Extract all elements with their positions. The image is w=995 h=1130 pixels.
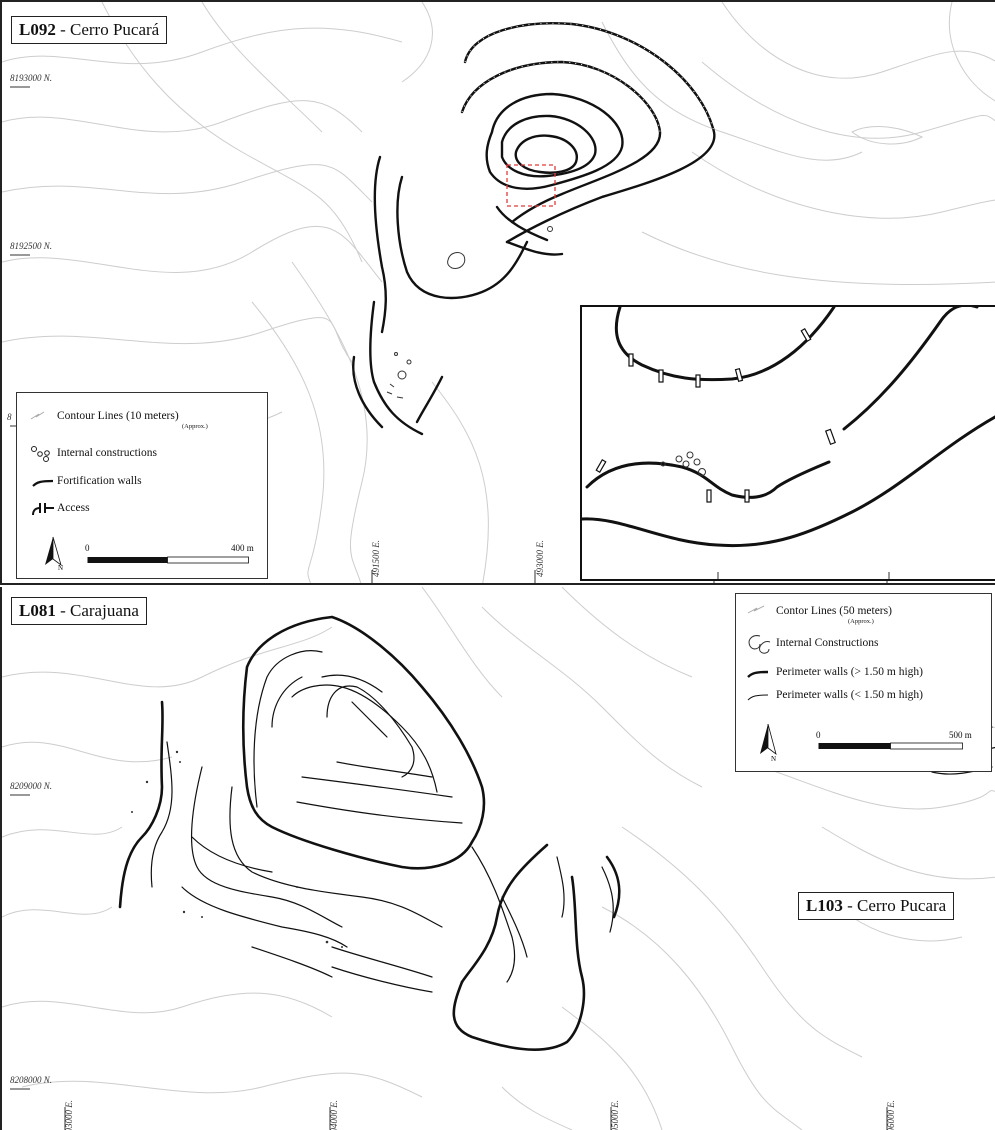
scale-end-label: 400 m [231,543,254,553]
perimeter-walls-low [150,650,614,993]
northing-label: 8193000 N. [10,73,53,83]
internal-constructions [386,226,553,399]
north-arrow-icon: N [760,723,777,762]
svg-text:N: N [771,755,776,762]
easting-label: 491500 E. [371,540,381,577]
easting-label: 493000 E. [64,1100,74,1130]
legend-label: Contor Lines (50 meters) [776,605,892,617]
easting-label: 495000 E. [610,1100,620,1130]
legend-row-walls: Fortification walls [17,470,142,492]
legend-label: Fortification walls [57,475,142,487]
easting-label: 496000 E. [886,1100,896,1130]
map-panel-carajuana: L081 - Carajuana L103 - Cerro Pucara 820… [0,587,995,1130]
scale-end-label: 500 m [949,730,972,740]
legend-row-contours: Contor Lines (50 meters) [736,600,892,622]
scale-bar [87,556,249,564]
constructions-symbol-icon [31,446,50,462]
map-legend: Contor Lines (50 meters) (Approx.) Inter… [735,593,992,772]
perimeter-walls-high [118,615,621,1051]
high-wall-symbol-icon [747,670,769,678]
legend-note: (Approx.) [848,618,874,625]
site-name: - Cerro Pucará [55,20,160,39]
inset-detail-drawing [580,303,995,579]
map-legend: Contour Lines (10 meters) (Approx.) Inte… [16,392,268,579]
legend-row-high-walls: Perimeter walls (> 1.50 m high) [736,661,923,683]
legend-label: Perimeter walls (< 1.50 m high) [776,689,924,701]
site-title-l092: L092 - Cerro Pucará [11,16,168,44]
wall-symbol-icon [32,479,54,487]
northing-label: 8 [7,412,12,422]
site-name: - Carajuana [55,601,139,620]
site-code: L103 [806,896,843,915]
wall-texture [461,22,715,133]
scale-start-label: 0 [85,543,90,553]
fortification-walls [352,22,716,436]
svg-text:N: N [58,564,63,571]
map-panel-cerro-pucara: L092 - Cerro Pucará 8193000 N. 8192500 N… [0,0,995,585]
legend-row-constructions: Internal constructions [17,442,157,464]
contour-symbol-icon [747,605,765,614]
site-title-l103: L103 - Cerro Pucara [798,892,955,920]
legend-label: Internal constructions [57,447,157,459]
northing-label: 8192500 N. [10,241,53,251]
site-code: L081 [19,601,56,620]
legend-label: Access [57,502,90,514]
site-name: - Cerro Pucara [842,896,947,915]
inset-detail-map [580,303,995,581]
constructions-symbol-icon [748,635,771,654]
low-wall-symbol-icon [747,694,769,701]
contour-symbol-icon [30,411,45,420]
scale-start-label: 0 [816,730,821,740]
legend-label: Contour Lines (10 meters) [57,410,179,422]
legend-row-contours: Contour Lines (10 meters) [17,405,179,427]
legend-row-low-walls: Perimeter walls (< 1.50 m high) [736,684,923,706]
legend-row-access: Access [17,497,90,519]
easting-label: 494000 E. [329,1100,339,1130]
north-arrow-icon: N [45,536,63,571]
scale-bar [818,742,963,750]
legend-row-constructions: Internal Constructions [736,632,879,654]
site-code: L092 [19,20,56,39]
inset-highlight-box [506,164,556,207]
access-symbol-icon [32,503,54,516]
internal-constructions [131,750,343,948]
legend-note: (Approx.) [182,423,208,430]
site-title-l081: L081 - Carajuana [11,597,147,625]
coordinate-ticks [10,794,888,1130]
northing-label: 8209000 N. [10,781,53,791]
legend-label: Internal Constructions [776,637,879,649]
legend-label: Perimeter walls (> 1.50 m high) [776,666,924,678]
northing-label: 8208000 N. [10,1075,53,1085]
easting-label: 493000 E. [535,540,545,577]
